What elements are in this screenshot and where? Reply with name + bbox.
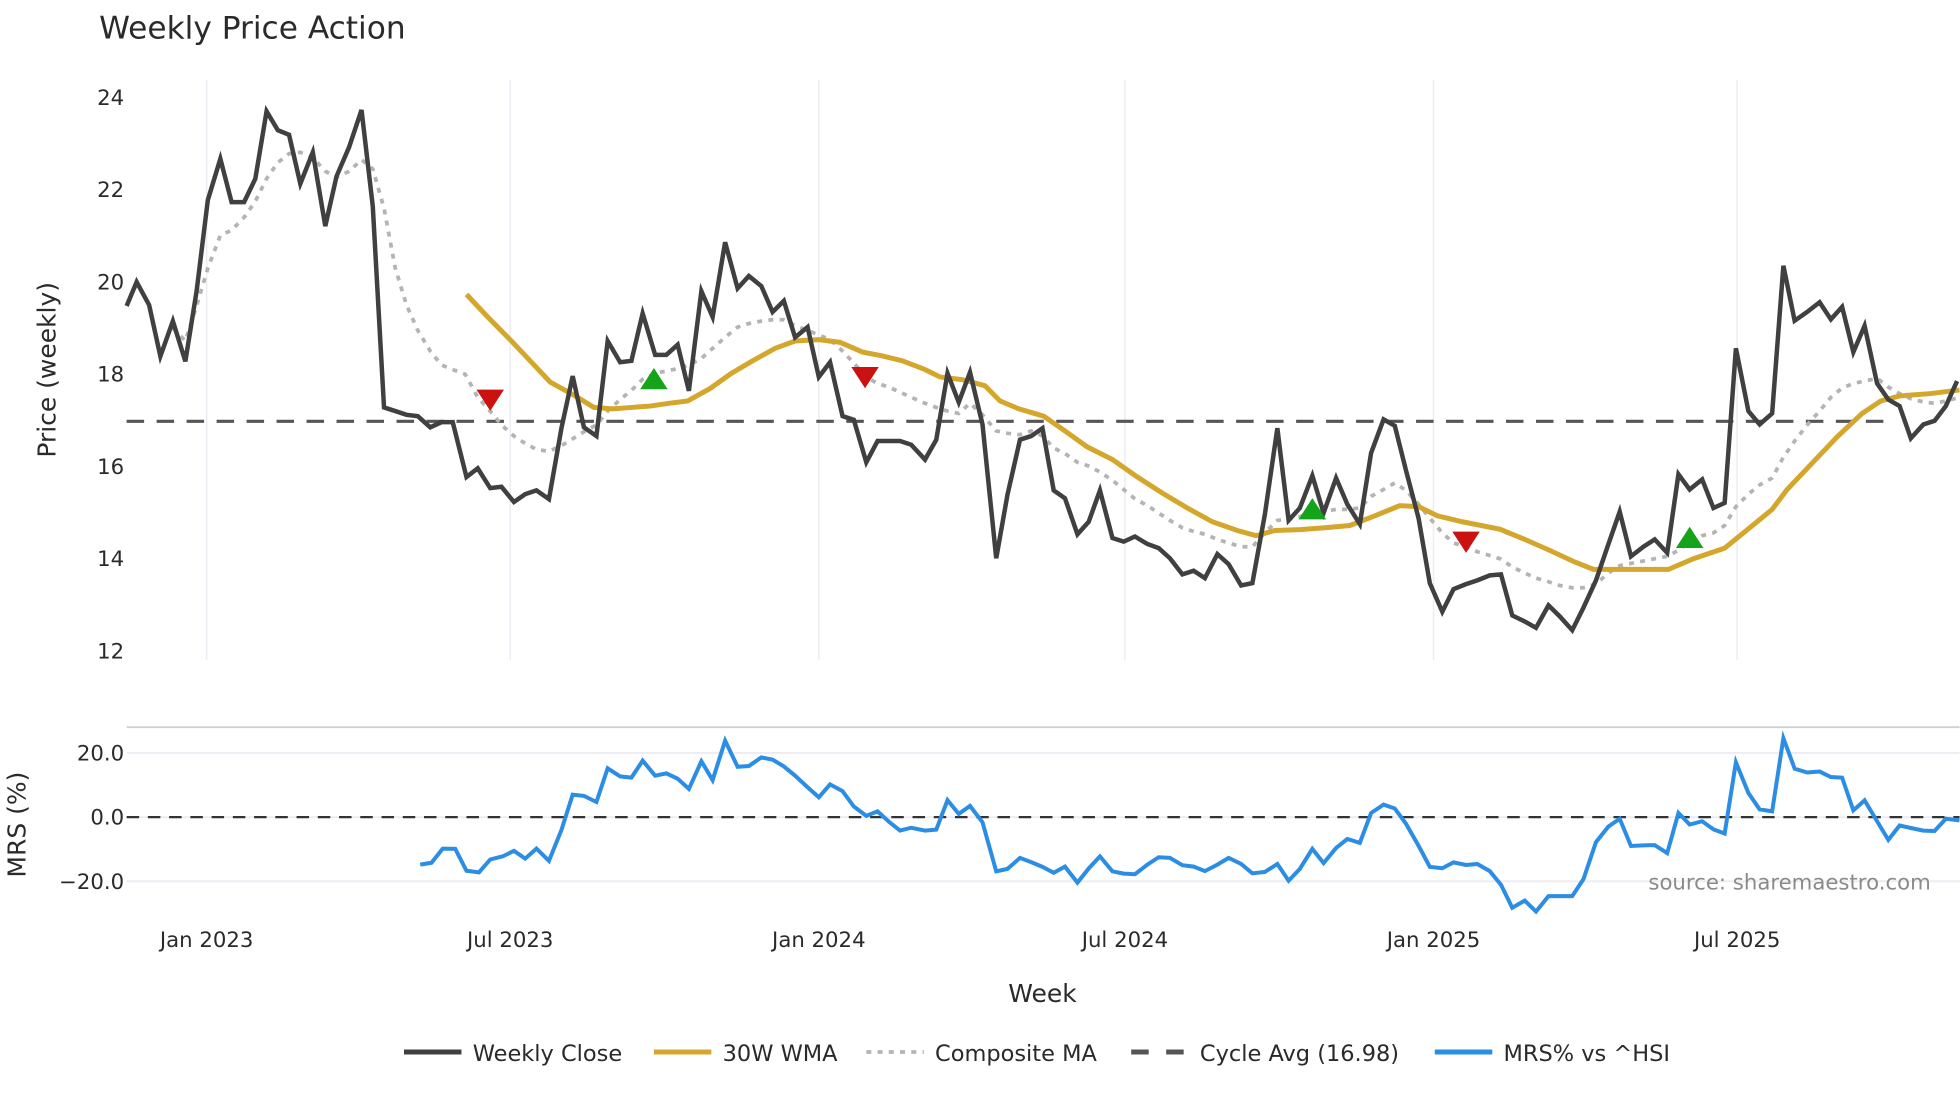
mrs-y-tick-label: −20.0: [59, 870, 124, 895]
mrs-y-axis: 20.0 0.0 −20.0: [59, 741, 124, 894]
mrs-series-group: [419, 730, 1960, 915]
legend-item[interactable]: Cycle Avg (16.98): [1131, 1041, 1399, 1067]
buy-signal-triangle-up-icon: [1675, 526, 1704, 548]
legend-label: Cycle Avg (16.98): [1200, 1041, 1399, 1067]
x-tick-label: Jul 2023: [465, 928, 553, 953]
mrs-y-tick-label: 20.0: [77, 741, 124, 766]
legend-item[interactable]: Composite MA: [866, 1041, 1097, 1067]
composite-ma-line: [171, 150, 1960, 590]
x-tick-label: Jan 2023: [158, 928, 254, 953]
price-y-tick-label: 18: [97, 363, 124, 388]
price-y-tick-label: 20: [97, 270, 124, 295]
buy-signal-triangle-up-icon: [640, 368, 668, 390]
legend-item[interactable]: 30W WMA: [653, 1041, 839, 1067]
x-tick-label: Jul 2025: [1692, 928, 1780, 953]
legend: Weekly Close 30W WMA Composite MA Cycle Avg…: [404, 1041, 1670, 1067]
price-y-tick-label: 22: [97, 178, 124, 203]
x-tick-label: Jan 2025: [1385, 928, 1481, 953]
mrs-line: [419, 730, 1960, 915]
sell-signal-triangle-down-icon: [851, 366, 879, 389]
legend-item[interactable]: MRS% vs ^HSI: [1434, 1041, 1671, 1067]
mrs-y-axis-title: MRS (%): [2, 772, 31, 878]
legend-label: 30W WMA: [723, 1041, 839, 1067]
source-attribution: source: sharemaestro.com: [1648, 871, 1930, 896]
x-axis-title: Week: [1008, 979, 1077, 1008]
price-y-tick-label: 12: [97, 639, 124, 664]
wma-30w-line: [464, 292, 1960, 572]
x-tick-label: Jan 2024: [770, 928, 866, 953]
price-y-axis-title: Price (weekly): [32, 282, 61, 458]
price-y-tick-label: 14: [97, 547, 124, 572]
price-y-tick-label: 24: [97, 86, 124, 111]
price-series-group: [124, 104, 1960, 635]
price-y-tick-label: 16: [97, 455, 124, 480]
sell-signal-triangle-down-icon: [476, 389, 504, 411]
weekly-close-line: [124, 104, 1960, 635]
x-tick-label: Jul 2024: [1080, 928, 1168, 953]
x-axis: Jan 2023 Jul 2023 Jan 2024 Jul 2024 Jan 2025…: [158, 928, 1781, 953]
buy-signal-triangle-up-icon: [1298, 498, 1327, 520]
mrs-y-tick-label: 0.0: [90, 806, 124, 831]
price-y-axis: 24 22 20 18 16 14 12: [97, 86, 124, 664]
legend-label: Composite MA: [935, 1041, 1097, 1067]
chart-title: Weekly Price Action: [99, 11, 405, 47]
signal-markers: [476, 366, 1704, 553]
sell-signal-triangle-down-icon: [1452, 531, 1480, 553]
legend-label: MRS% vs ^HSI: [1504, 1041, 1671, 1067]
legend-label: Weekly Close: [473, 1041, 622, 1067]
legend-item[interactable]: Weekly Close: [404, 1041, 622, 1067]
